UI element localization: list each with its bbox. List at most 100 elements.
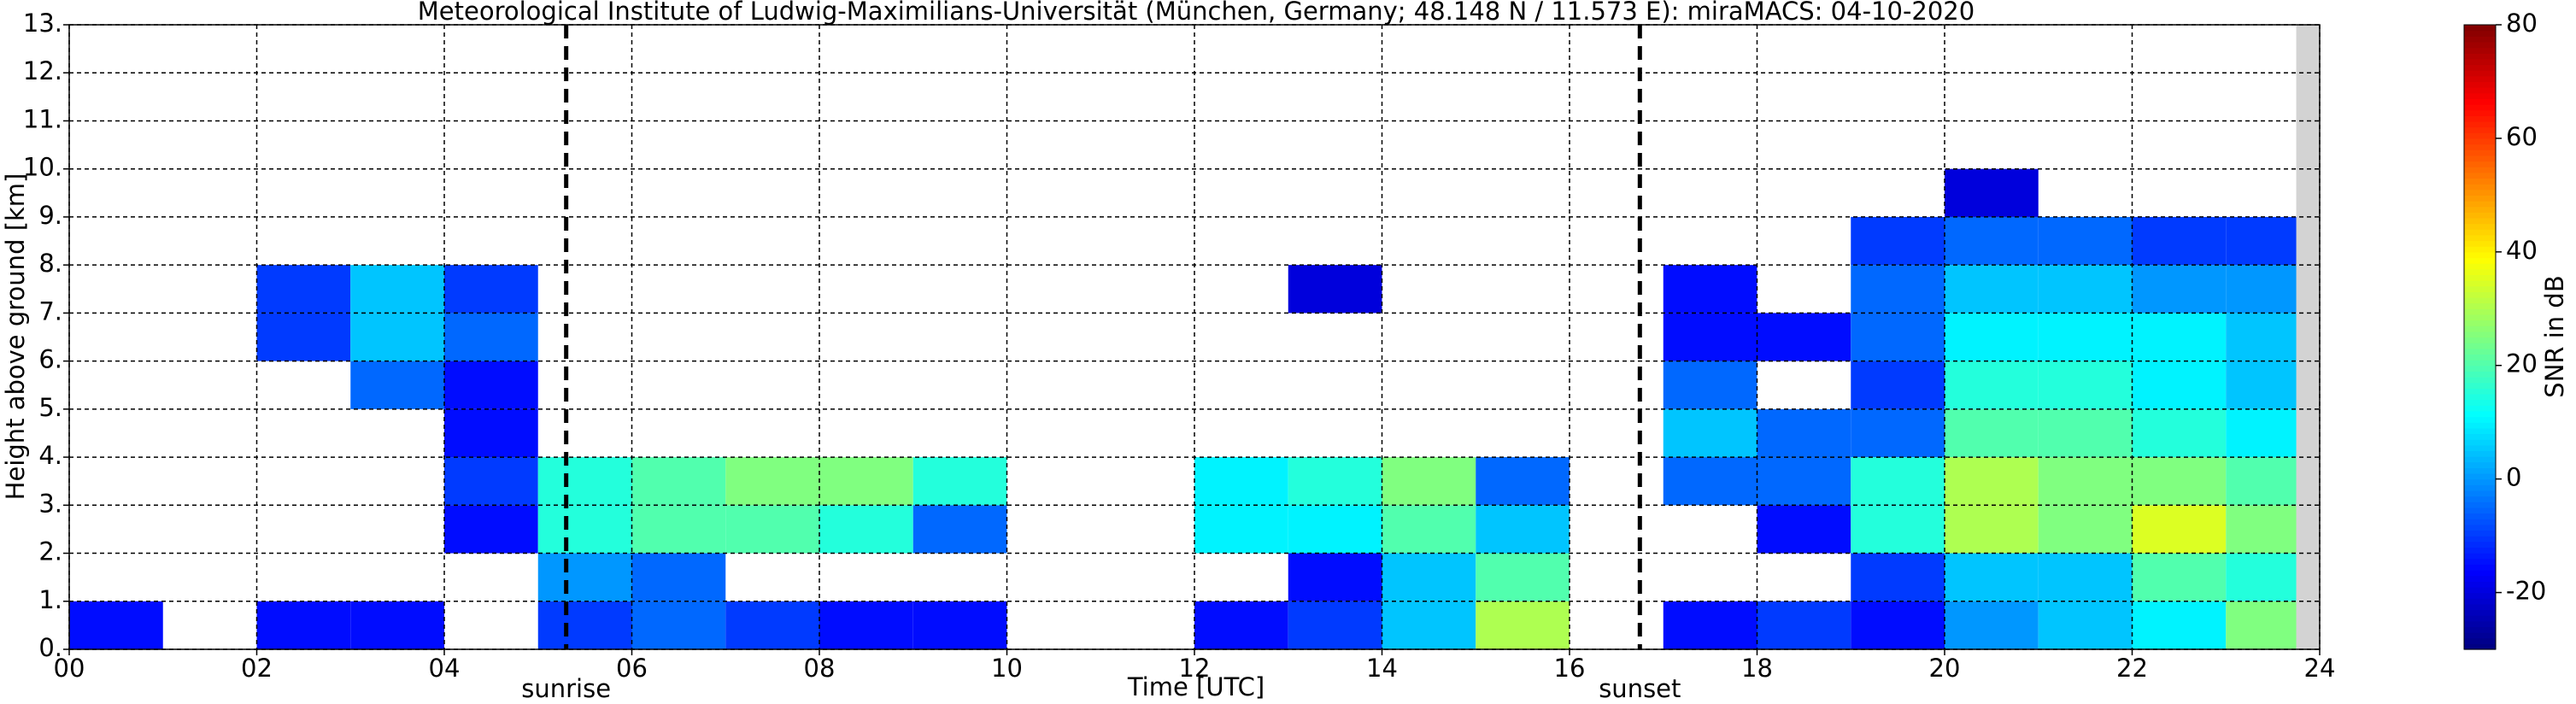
colorbar-step bbox=[2464, 296, 2496, 304]
colorbar-tick-label: 80 bbox=[2506, 9, 2538, 38]
colorbar-step bbox=[2464, 547, 2496, 554]
heatmap-cell bbox=[537, 505, 632, 554]
heatmap-cell bbox=[1382, 601, 1476, 649]
colorbar-step bbox=[2464, 609, 2496, 616]
heatmap-cell bbox=[1945, 216, 2039, 266]
heatmap-cell bbox=[69, 601, 163, 649]
colorbar-step bbox=[2464, 405, 2496, 412]
heatmap-cell bbox=[1851, 216, 1945, 266]
colorbar-step bbox=[2464, 433, 2496, 440]
colorbar-step bbox=[2464, 513, 2496, 519]
heatmap-cell bbox=[1476, 505, 1570, 554]
colorbar-step bbox=[2464, 388, 2496, 395]
heatmap-cell bbox=[1945, 457, 2039, 506]
colorbar-step bbox=[2464, 178, 2496, 185]
y-tick-label: 8. bbox=[38, 249, 62, 278]
colorbar-step bbox=[2464, 427, 2496, 435]
colorbar-step bbox=[2464, 30, 2496, 37]
y-tick-label: 7. bbox=[38, 296, 62, 326]
colorbar-tick-label: 20 bbox=[2506, 349, 2538, 378]
heatmap-cell bbox=[537, 601, 632, 649]
colorbar-step bbox=[2464, 632, 2496, 639]
heatmap-cell bbox=[1851, 553, 1945, 601]
no-data-region bbox=[2296, 25, 2320, 649]
heatmap-cell bbox=[1945, 408, 2039, 458]
heatmap-cell bbox=[2038, 265, 2133, 314]
heatmap-cell bbox=[1757, 408, 1851, 458]
colorbar-step bbox=[2464, 439, 2496, 446]
heatmap-cell bbox=[537, 553, 632, 601]
heatmap-cell bbox=[631, 601, 726, 649]
colorbar-step bbox=[2464, 320, 2496, 326]
colorbar-step bbox=[2464, 291, 2496, 298]
heatmap-cell bbox=[444, 408, 538, 458]
heatmap-cell bbox=[444, 457, 538, 506]
colorbar-step bbox=[2464, 240, 2496, 247]
colorbar-step bbox=[2464, 314, 2496, 321]
heatmap-cell bbox=[1945, 168, 2039, 217]
colorbar-frame bbox=[2463, 24, 2497, 650]
colorbar-step bbox=[2464, 553, 2496, 560]
heatmap-cell bbox=[1194, 457, 1288, 506]
colorbar-step bbox=[2464, 354, 2496, 361]
heatmap-cell bbox=[2132, 265, 2227, 314]
heatmap-cell bbox=[1851, 361, 1945, 409]
colorbar-step bbox=[2464, 92, 2496, 99]
x-tick-label: 06 bbox=[616, 654, 648, 683]
heatmap-cell bbox=[2038, 361, 2133, 409]
colorbar-step bbox=[2464, 496, 2496, 502]
colorbar-step bbox=[2464, 422, 2496, 429]
heatmap-cell bbox=[537, 457, 632, 506]
colorbar-step bbox=[2464, 234, 2496, 242]
annotation-label: sunrise bbox=[521, 674, 611, 703]
colorbar-step bbox=[2464, 217, 2496, 225]
annotation-label: sunset bbox=[1599, 674, 1681, 703]
x-tick-label: 24 bbox=[2304, 654, 2336, 683]
heatmap-cell bbox=[2038, 216, 2133, 266]
colorbar-step bbox=[2464, 75, 2496, 83]
colorbar-step bbox=[2464, 331, 2496, 338]
heatmap-cell bbox=[1194, 505, 1288, 554]
colorbar-step bbox=[2464, 620, 2496, 628]
x-tick-label: 14 bbox=[1366, 654, 1398, 683]
colorbar-step bbox=[2464, 53, 2496, 60]
y-axis-label: Height above ground [km] bbox=[1, 173, 30, 501]
heatmap-cell bbox=[819, 457, 913, 506]
heatmap-cell bbox=[1663, 408, 1757, 458]
colorbar-step bbox=[2464, 302, 2496, 309]
heatmap-cell bbox=[2132, 457, 2227, 506]
y-tick-label: 6. bbox=[38, 345, 62, 374]
y-tick-label: 13. bbox=[23, 9, 62, 38]
heatmap-cell bbox=[350, 361, 444, 409]
y-tick-label: 2. bbox=[38, 537, 62, 566]
colorbar-tick-label: 40 bbox=[2506, 236, 2538, 265]
colorbar-step bbox=[2464, 87, 2496, 94]
heatmap-cell bbox=[1851, 505, 1945, 554]
heatmap-cell bbox=[2038, 601, 2133, 649]
x-tick-label: 18 bbox=[1741, 654, 1773, 683]
colorbar-step bbox=[2464, 467, 2496, 474]
y-tick-label: 1. bbox=[38, 585, 62, 614]
colorbar-step bbox=[2464, 189, 2496, 196]
heatmap-cell bbox=[2132, 553, 2227, 601]
colorbar-step bbox=[2464, 64, 2496, 71]
y-tick-label: 9. bbox=[38, 201, 62, 230]
colorbar-step bbox=[2464, 507, 2496, 514]
heatmap-cell bbox=[1663, 457, 1757, 506]
colorbar-step bbox=[2464, 98, 2496, 105]
heatmap-cell bbox=[2038, 408, 2133, 458]
heatmap-cell bbox=[1945, 505, 2039, 554]
heatmap-cell bbox=[2132, 216, 2227, 266]
colorbar-step bbox=[2464, 450, 2496, 457]
colorbar-step bbox=[2464, 184, 2496, 191]
x-tick-label: 02 bbox=[241, 654, 273, 683]
colorbar-step bbox=[2464, 581, 2496, 588]
heatmap-cell bbox=[1288, 505, 1382, 554]
heatmap-cell bbox=[444, 313, 538, 361]
heatmap-cell bbox=[2132, 361, 2227, 409]
heatmap-cell bbox=[1757, 601, 1851, 649]
colorbar-step bbox=[2464, 519, 2496, 525]
colorbar-step bbox=[2464, 81, 2496, 88]
colorbar-step bbox=[2464, 360, 2496, 367]
heatmap-cell bbox=[1194, 601, 1288, 649]
